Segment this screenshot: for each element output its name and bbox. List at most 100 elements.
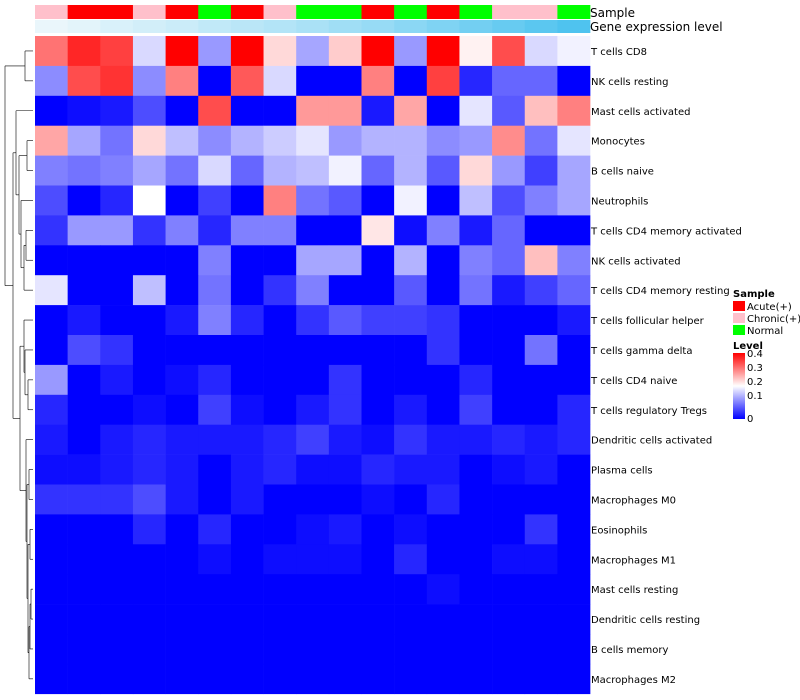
legend-color-bar <box>733 353 745 419</box>
heatmap-cell <box>557 36 591 67</box>
heatmap-cell <box>426 574 460 605</box>
sample-annotation-cell <box>557 5 591 19</box>
heatmap-cell <box>328 394 362 425</box>
heatmap-cell <box>198 484 232 515</box>
heatmap-cell <box>459 574 493 605</box>
heatmap-cell <box>394 36 428 67</box>
row-label: NK cells activated <box>591 256 681 267</box>
row-label: Plasma cells <box>591 466 653 477</box>
heatmap-cell <box>426 36 460 67</box>
heatmap-cell <box>361 454 395 485</box>
heatmap-cell <box>492 155 526 186</box>
heatmap-cell <box>459 215 493 246</box>
heatmap-cell <box>328 574 362 605</box>
heatmap-cell <box>230 65 264 97</box>
heatmap-cell <box>459 424 493 455</box>
heatmap-cell <box>492 335 526 366</box>
sample-annotation-cell <box>67 5 101 19</box>
heatmap-cell <box>557 394 591 425</box>
sample-annotation-cell <box>328 5 362 19</box>
legend-entry-acute: Acute(+) <box>747 302 792 313</box>
heatmap-cell <box>198 125 232 156</box>
heatmap-cell <box>198 454 232 485</box>
heatmap-cell <box>132 514 166 545</box>
sample-annotation-cell <box>100 5 134 19</box>
heatmap-cell <box>165 604 199 635</box>
expression-annotation-cell <box>198 20 232 33</box>
heatmap-cell <box>263 454 297 485</box>
row-label: T cells CD4 memory resting <box>590 286 730 297</box>
heatmap-cell <box>67 65 101 97</box>
sample-annotation-cell <box>230 5 264 19</box>
heatmap-cell <box>459 484 493 515</box>
heatmap-cell <box>67 424 101 455</box>
heatmap-cell <box>35 424 68 455</box>
heatmap-cell <box>557 185 591 216</box>
row-label: T cells gamma delta <box>590 346 692 357</box>
heatmap-cell <box>67 305 101 336</box>
heatmap-cell <box>165 305 199 336</box>
heatmap-cell <box>165 95 199 126</box>
heatmap-cell <box>328 544 362 575</box>
heatmap-cell <box>296 36 330 67</box>
expression-annotation-cell <box>492 20 526 33</box>
heatmap-cell <box>132 634 166 665</box>
expression-annotation-cell <box>328 20 362 33</box>
heatmap-cell <box>198 305 232 336</box>
heatmap-cell <box>557 514 591 545</box>
heatmap-cell <box>524 215 558 246</box>
legend-tick-0: 0 <box>747 414 753 425</box>
heatmap-cell <box>198 544 232 575</box>
heatmap-cell <box>198 574 232 605</box>
heatmap-cell <box>459 544 493 575</box>
heatmap-cell <box>132 65 166 97</box>
row-label: T cells regulatory Tregs <box>590 406 707 417</box>
heatmap-cell <box>394 185 428 216</box>
heatmap-cell <box>492 215 526 246</box>
heatmap-cell <box>459 305 493 336</box>
heatmap-cell <box>100 95 134 126</box>
heatmap-cell <box>198 65 232 97</box>
row-label: T cells CD8 <box>590 47 647 58</box>
heatmap-cell <box>198 36 232 67</box>
heatmap-cell <box>524 574 558 605</box>
heatmap-cell <box>426 484 460 515</box>
heatmap-cell <box>198 424 232 455</box>
heatmap-cell <box>394 155 428 186</box>
sample-annotation-cell <box>132 5 166 19</box>
heatmap-cell <box>165 275 199 306</box>
legend-tick-0.3: 0.3 <box>747 363 763 374</box>
heatmap-cell <box>263 364 297 396</box>
heatmap-cell <box>100 155 134 186</box>
row-label: T cells CD4 memory activated <box>590 226 742 237</box>
row-label: Macrophages M1 <box>591 555 676 566</box>
legend-swatch-normal <box>733 325 745 335</box>
heatmap-cell <box>394 65 428 97</box>
heatmap-cell <box>394 394 428 425</box>
heatmap-cell <box>35 155 68 186</box>
heatmap-cell <box>263 36 297 67</box>
expression-annotation-cell <box>394 20 428 33</box>
heatmap-cell <box>524 245 558 276</box>
heatmap-cell <box>394 544 428 575</box>
heatmap-cell <box>100 245 134 276</box>
row-label: T cells follicular helper <box>590 316 705 327</box>
heatmap-cell <box>361 245 395 276</box>
heatmap-cell <box>492 305 526 336</box>
heatmap-cell <box>165 574 199 605</box>
heatmap-cell <box>165 544 199 575</box>
heatmap-cell <box>459 275 493 306</box>
heatmap-cell <box>394 634 428 665</box>
heatmap-cell <box>263 215 297 246</box>
heatmap-cell <box>426 364 460 396</box>
heatmap-cell <box>394 484 428 515</box>
heatmap-cell <box>557 364 591 396</box>
heatmap-cell <box>524 514 558 545</box>
heatmap-cell <box>328 95 362 126</box>
heatmap-cell <box>230 36 264 67</box>
heatmap-cell <box>557 454 591 485</box>
row-label: Mast cells resting <box>591 585 678 596</box>
heatmap-cell <box>100 125 134 156</box>
heatmap-cell <box>100 275 134 306</box>
sample-annotation-cell <box>361 5 395 19</box>
